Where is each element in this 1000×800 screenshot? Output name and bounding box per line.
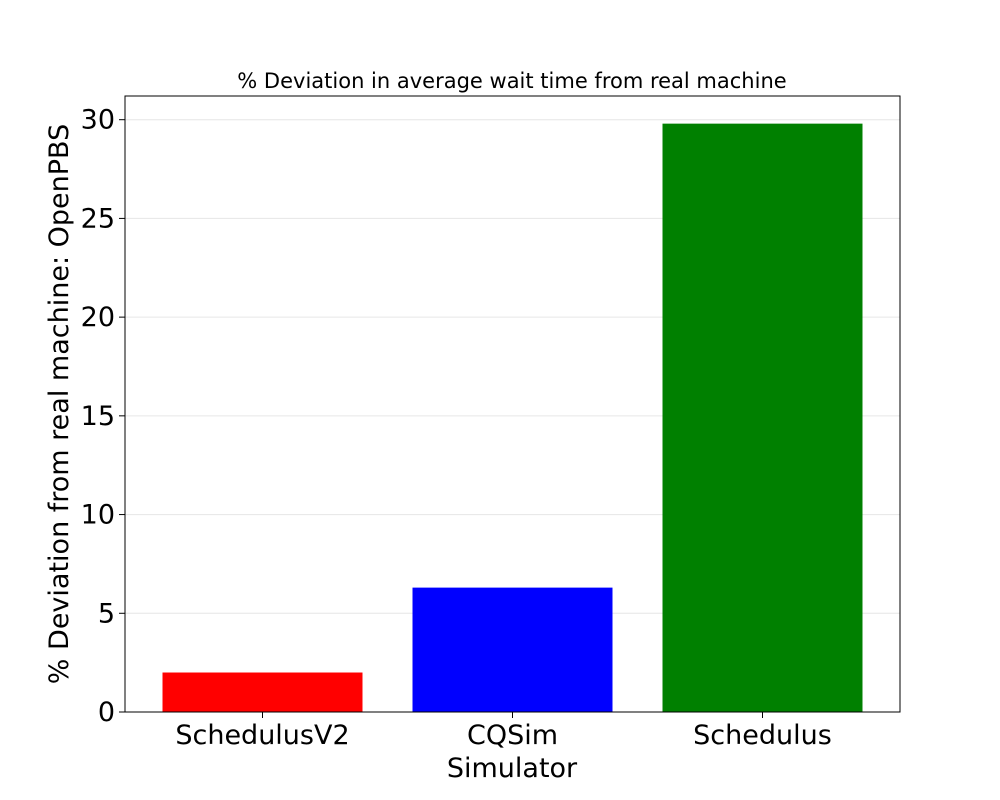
bar-schedulusv2 [162, 672, 363, 712]
bars [162, 123, 863, 712]
y-tick-label: 0 [98, 697, 115, 728]
y-tick-label: 25 [81, 203, 115, 234]
x-tick-label: Schedulus [693, 720, 832, 751]
x-tick-label: SchedulusV2 [175, 720, 349, 751]
y-tick-label: 30 [81, 105, 115, 136]
y-ticks: 0 5 10 15 20 25 30 [81, 105, 125, 728]
bar-cqsim [412, 587, 613, 712]
chart-title: % Deviation in average wait time from re… [237, 69, 786, 93]
x-ticks: SchedulusV2 CQSim Schedulus [175, 712, 832, 751]
y-tick-label: 5 [98, 598, 115, 629]
y-tick-label: 15 [81, 401, 115, 432]
y-axis-label: % Deviation from real machine: OpenPBS [44, 124, 75, 684]
x-tick-label: CQSim [467, 720, 558, 751]
y-tick-label: 10 [81, 500, 115, 531]
x-axis-label: Simulator [447, 753, 578, 784]
bar-schedulus [662, 123, 863, 712]
grid [125, 119, 900, 713]
y-tick-label: 20 [81, 302, 115, 333]
